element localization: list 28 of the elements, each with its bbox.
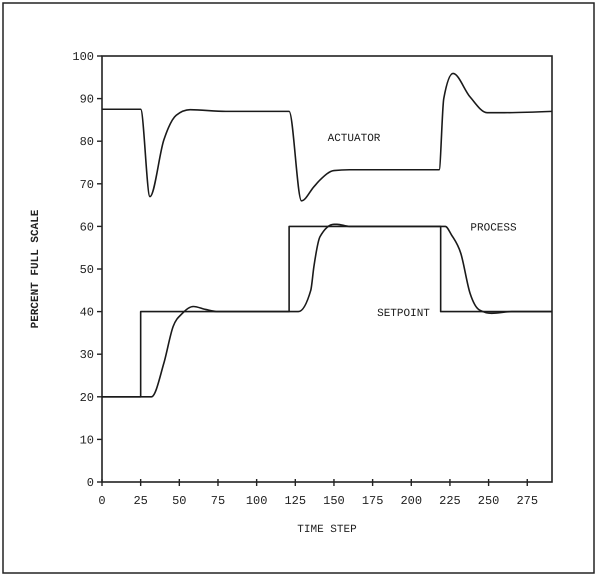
x-tick-label: 175: [362, 494, 384, 508]
series-label: PROCESS: [470, 222, 517, 235]
x-axis-title: TIME STEP: [297, 524, 358, 536]
x-tick-label: 250: [478, 494, 500, 508]
x-tick-label: 150: [323, 494, 345, 508]
y-tick-label: 0: [86, 476, 94, 490]
x-tick-label: 75: [210, 494, 226, 508]
x-tick-label: 0: [98, 494, 106, 508]
x-tick-label: 200: [400, 494, 422, 508]
y-tick-label: 80: [80, 135, 94, 150]
y-tick-label: 60: [80, 220, 94, 234]
y-tick-label: 10: [80, 433, 94, 448]
x-tick-label: 225: [439, 494, 461, 508]
series-label: SETPOINT: [377, 308, 430, 320]
y-axis-title: PERCENT FULL SCALE: [30, 209, 42, 328]
y-tick-label: 30: [80, 348, 94, 362]
y-tick-label: 90: [80, 92, 94, 107]
y-tick-label: 70: [80, 178, 94, 192]
x-tick-label: 25: [133, 494, 148, 508]
x-tick-label: 100: [246, 494, 268, 508]
y-tick-label: 40: [80, 306, 94, 320]
y-tick-label: 20: [80, 390, 94, 405]
x-tick-label: 275: [516, 494, 538, 508]
y-tick-label: 100: [72, 50, 94, 64]
y-tick-label: 50: [80, 263, 94, 277]
x-tick-label: 50: [172, 494, 187, 508]
x-tick-label: 125: [284, 494, 306, 508]
text: ACTUATOR: [328, 133, 381, 146]
